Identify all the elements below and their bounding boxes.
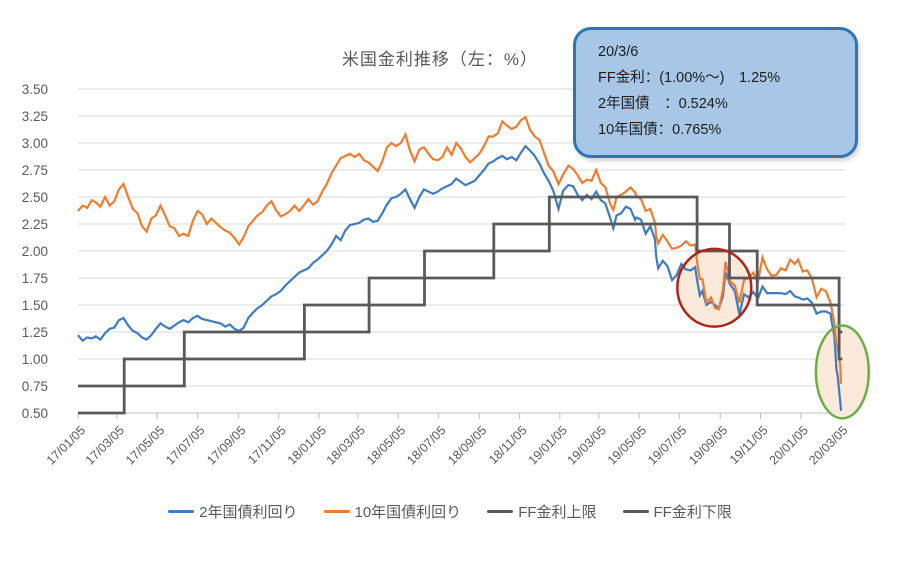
x-axis-tick-label: 18/01/05 bbox=[285, 423, 329, 467]
legend-marker-10y-line bbox=[323, 509, 350, 514]
callout-10y-yield: 10年国債：0.765% bbox=[598, 122, 722, 138]
legend-item-10y: 10年国債利回り bbox=[323, 501, 462, 522]
y-axis-tick-label: 2.50 bbox=[22, 190, 48, 205]
legend-label-2y: 2年国債利回り bbox=[199, 504, 298, 521]
x-axis-tick-label: 20/01/05 bbox=[767, 423, 811, 467]
y-axis-tick-label: 3.50 bbox=[22, 82, 48, 97]
x-axis-tick-label: 19/09/05 bbox=[686, 423, 730, 467]
x-axis-tick-label: 17/11/05 bbox=[245, 423, 289, 467]
x-axis-tick-label: 18/03/05 bbox=[324, 423, 368, 467]
y-axis-tick-label: 0.50 bbox=[22, 406, 48, 421]
x-axis-tick-label: 17/01/05 bbox=[44, 423, 88, 467]
series-line-ff_upper bbox=[78, 195, 843, 388]
x-axis-tick-label: 19/11/05 bbox=[727, 423, 771, 467]
series-line-ff_lower bbox=[78, 222, 843, 415]
y-axis-tick-label: 1.25 bbox=[22, 325, 48, 340]
y-axis-tick-label: 1.00 bbox=[22, 352, 48, 367]
y-axis-tick-label: 3.00 bbox=[22, 136, 48, 151]
legend-label-ff-upper: FF金利上限 bbox=[518, 504, 597, 521]
y-axis-tick-label: 2.25 bbox=[22, 217, 48, 232]
x-axis-tick-label: 18/05/05 bbox=[364, 423, 408, 467]
x-axis-tick-label: 19/07/05 bbox=[645, 423, 689, 467]
callout-ff-rate: FF金利：(1.00%～) 1.25% bbox=[598, 70, 781, 86]
y-axis-tick-label: 3.25 bbox=[22, 109, 48, 124]
y-axis-tick-label: 2.75 bbox=[22, 163, 48, 178]
legend-item-ff-lower: FF金利下限 bbox=[622, 501, 732, 522]
x-axis-tick-label: 17/03/05 bbox=[83, 423, 127, 467]
x-axis-tick-label: 17/05/05 bbox=[123, 423, 167, 467]
chart-legend: 2年国債利回り 10年国債利回り FF金利上限 FF金利下限 bbox=[0, 501, 900, 522]
x-axis-tick-label: 18/07/05 bbox=[404, 423, 448, 467]
highlight-yield-inversion-outline bbox=[676, 247, 753, 328]
legend-marker-ff-lower-line bbox=[622, 509, 649, 514]
y-axis-tick-label: 1.50 bbox=[22, 298, 48, 313]
x-axis-tick-label: 19/05/05 bbox=[605, 423, 649, 467]
highlight-march-2020-plunge-fill bbox=[815, 325, 869, 419]
legend-marker-2y-line bbox=[168, 509, 195, 514]
x-axis-tick-label: 20/03/05 bbox=[806, 423, 850, 467]
chart-title: 米国金利推移（左：%） bbox=[341, 50, 539, 69]
x-axis-tick-label: 17/09/05 bbox=[204, 423, 248, 467]
y-axis-tick-label: 0.75 bbox=[22, 379, 48, 394]
legend-item-2y: 2年国債利回り bbox=[168, 501, 298, 522]
callout-2y-yield: 2年国債 ：0.524% bbox=[598, 96, 728, 112]
legend-item-ff-upper: FF金利上限 bbox=[487, 501, 597, 522]
highlight-march-2020-plunge-outline bbox=[814, 324, 871, 420]
legend-label-ff-lower: FF金利下限 bbox=[653, 504, 732, 521]
x-axis-tick-label: 19/01/05 bbox=[526, 423, 570, 467]
x-axis-tick-label: 18/09/05 bbox=[445, 423, 489, 467]
x-axis-tick-label: 19/03/05 bbox=[565, 423, 609, 467]
legend-label-10y: 10年国債利回り bbox=[354, 504, 462, 521]
callout-date: 20/3/6 bbox=[598, 44, 639, 60]
y-axis-tick-label: 2.00 bbox=[22, 244, 48, 259]
legend-marker-ff-upper-line bbox=[487, 509, 514, 514]
callout-box: 20/3/6 FF金利：(1.00%～) 1.25% 2年国債 ：0.524% … bbox=[573, 27, 858, 158]
y-axis-tick-label: 1.75 bbox=[22, 271, 48, 286]
x-axis-tick-label: 17/07/05 bbox=[163, 423, 207, 467]
x-axis-tick-label: 18/11/05 bbox=[486, 423, 530, 467]
series-line-two_year bbox=[77, 144, 843, 411]
